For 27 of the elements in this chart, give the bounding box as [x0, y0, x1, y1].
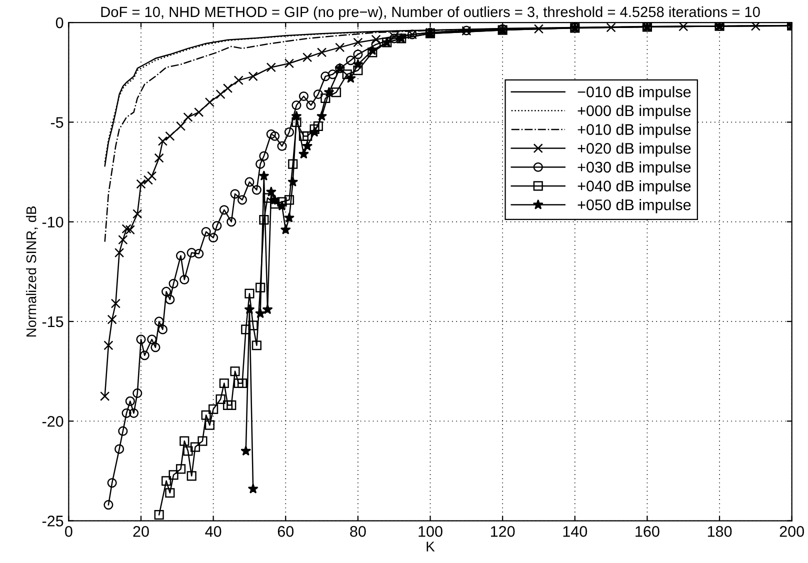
chart-title: DoF = 10, NHD METHOD = GIP (no pre−w), Number of outliers = 3, threshold = 4.5258 iterations = 10 — [101, 6, 760, 20]
x-axis-title: K — [426, 542, 435, 552]
x-tick-label: 100 — [418, 526, 442, 537]
x-tick-label: 40 — [205, 526, 222, 537]
y-tick-label: -5 — [50, 117, 64, 128]
y-axis-title: Normalized SINR, dB — [26, 206, 38, 336]
y-tick-label: -10 — [42, 216, 64, 228]
x-tick-label: 140 — [563, 526, 588, 537]
y-tick-label: -20 — [42, 416, 64, 427]
x-tick-label: 200 — [780, 526, 804, 537]
legend-label: +050 dB impulse — [578, 199, 691, 214]
y-tick-label: -25 — [42, 516, 64, 526]
legend-label: +020 dB impulse — [578, 142, 691, 157]
x-tick-label: 160 — [636, 526, 660, 537]
x-tick-label: 80 — [350, 526, 366, 537]
legend-label: +030 dB impulse — [578, 161, 691, 176]
legend-label: +000 dB impulse — [578, 104, 691, 120]
x-tick-label: 0 — [65, 526, 72, 537]
legend-label: −010 dB impulse — [578, 86, 691, 100]
legend-label: +010 dB impulse — [578, 124, 691, 138]
x-tick-label: 120 — [490, 526, 515, 537]
x-tick-label: 20 — [133, 526, 149, 537]
y-tick-label: -15 — [42, 316, 64, 328]
x-tick-label: 180 — [708, 526, 732, 537]
x-tick-label: 60 — [278, 526, 294, 537]
y-tick-label: 0 — [56, 17, 64, 28]
legend-label: +040 dB impulse — [578, 180, 691, 194]
